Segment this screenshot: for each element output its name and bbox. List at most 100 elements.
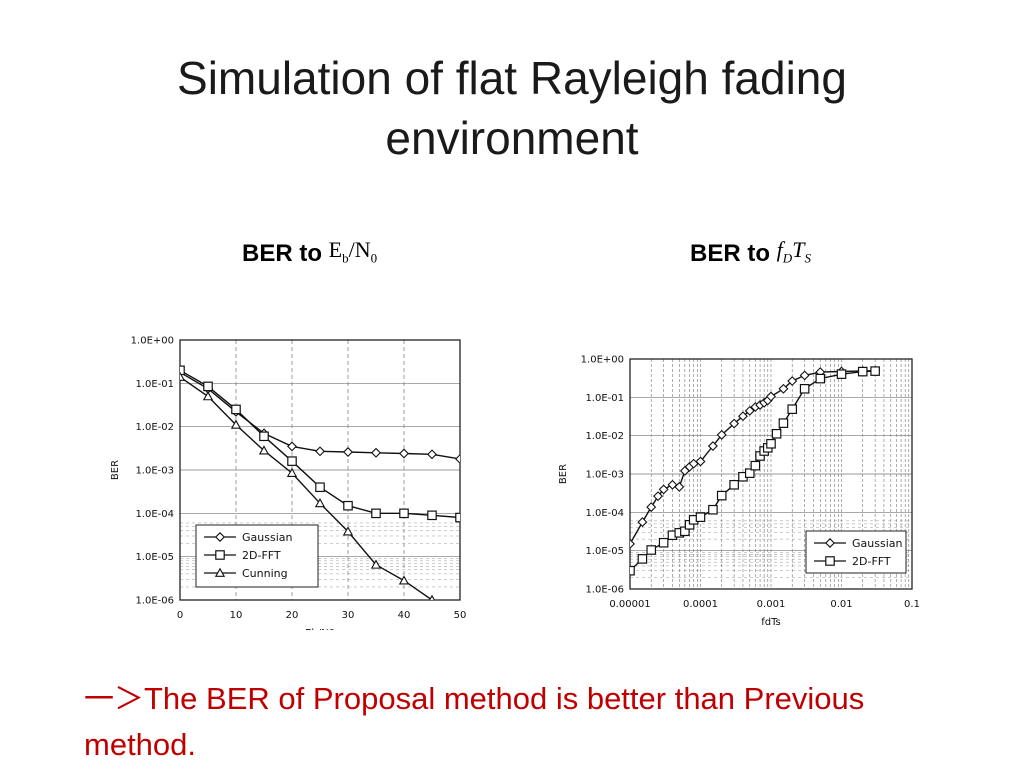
data-point-square (399, 508, 409, 519)
right-chart-heading: BER to fDTS (690, 237, 811, 270)
series-line (180, 369, 460, 519)
right-heading-label: BER to (690, 240, 770, 267)
y-tick-label: 1.0E-02 (585, 431, 624, 442)
x-tick-label: 20 (286, 610, 299, 621)
data-point-triangle (180, 371, 186, 381)
y-tick-label: 1.0E-04 (135, 509, 174, 520)
data-point-triangle (202, 391, 214, 401)
eb-n0-formula: Eb/N0 (328, 237, 378, 266)
x-tick-label: 0 (177, 610, 183, 621)
series-line (180, 371, 460, 460)
data-point-diamond (637, 517, 648, 528)
ber-vs-ebn0-chart: 1.0E+00 1.0E-01 1.0E-02 1.0E-03 1.0E-04 1.0E-… (110, 336, 467, 631)
x-axis-label: fdTs (761, 617, 781, 628)
data-point-triangle (342, 526, 354, 536)
data-point-square (857, 366, 868, 377)
y-axis-label: BER (110, 460, 121, 480)
ber-vs-fdts-chart: 1.0E+00 1.0E-01 1.0E-02 1.0E-03 1.0E-04 1.0E-… (558, 355, 920, 629)
data-point-diamond (716, 429, 727, 440)
data-point-square (716, 490, 727, 501)
data-point-diamond (766, 391, 776, 402)
data-point-triangle (286, 467, 298, 477)
legend-box (805, 530, 907, 574)
data-point-diamond (695, 456, 706, 467)
data-point-square (455, 512, 460, 523)
legend-marker-square (215, 550, 225, 560)
legend-label: Gaussian (852, 537, 902, 550)
data-point-square (750, 460, 761, 471)
conclusion-text: 一＞The BER of Proposal method is better t… (84, 676, 984, 767)
title-line-2: environment (385, 112, 639, 164)
legend-label: Gaussian (242, 531, 292, 544)
data-point-square (231, 404, 241, 415)
data-point-square (203, 381, 213, 392)
data-point-square (646, 545, 657, 555)
data-point-triangle (370, 559, 382, 569)
legend-label: 2D-FFT (852, 555, 891, 568)
left-heading-label: BER to (242, 240, 322, 267)
data-point-square (771, 428, 782, 439)
y-tick-label: 1.0E-05 (135, 552, 174, 563)
data-point-triangle (314, 498, 326, 508)
x-tick-label: 0.0001 (683, 599, 718, 610)
data-point-square (259, 431, 269, 442)
data-point-diamond (315, 446, 325, 457)
data-point-square (287, 456, 297, 466)
data-point-diamond (427, 449, 437, 460)
data-point-diamond (778, 383, 789, 394)
data-point-diamond (343, 447, 353, 457)
y-tick-label: 1.0E-01 (135, 379, 174, 390)
series-cunning (180, 371, 435, 600)
series-gaussian (180, 367, 460, 464)
data-point-square (637, 554, 648, 564)
data-point-square (695, 512, 706, 522)
data-point-square (630, 565, 635, 576)
plot-frame (629, 358, 913, 590)
slide-title: Simulation of flat Rayleigh fading envir… (0, 48, 1024, 168)
data-point-diamond (737, 411, 748, 422)
series-gaussian (630, 365, 881, 549)
series-2d-fft (630, 366, 880, 576)
data-point-square (729, 479, 739, 490)
x-tick-label: 0.00001 (609, 599, 650, 610)
x-tick-label: 10 (230, 610, 243, 621)
legend-marker-diamond (215, 532, 225, 542)
y-tick-label: 1.0E-05 (585, 546, 624, 557)
data-point-square (708, 504, 718, 515)
x-tick-label: 0.01 (830, 599, 852, 610)
arrow-icon: 一＞ (84, 682, 144, 717)
y-tick-label: 1.0E-06 (135, 596, 174, 607)
x-tick-label: 0.1 (904, 599, 920, 610)
y-tick-label: 1.0E-04 (585, 508, 624, 519)
data-point-square (744, 468, 755, 478)
data-point-diamond (787, 376, 798, 387)
legend-marker-square (825, 556, 835, 566)
data-point-square (787, 404, 798, 414)
data-point-diamond (371, 447, 381, 458)
legend-label: Cunning (242, 567, 288, 580)
data-point-square (343, 500, 353, 511)
data-point-triangle (398, 575, 410, 585)
data-point-square (315, 482, 325, 493)
data-point-triangle (429, 594, 435, 600)
data-point-diamond (667, 479, 678, 490)
data-point-square (766, 438, 776, 449)
data-point-diamond (287, 441, 297, 452)
data-point-diamond (658, 484, 669, 495)
data-point-diamond (399, 448, 409, 459)
data-point-square (371, 508, 381, 519)
plot-frame (179, 339, 461, 601)
y-tick-label: 1.0E-06 (585, 585, 624, 596)
data-point-square (427, 510, 437, 521)
data-point-diamond (646, 502, 657, 513)
data-point-square (836, 369, 847, 379)
data-point-square (778, 418, 789, 428)
y-tick-label: 1.0E-01 (585, 393, 624, 404)
data-point-diamond (707, 441, 718, 452)
x-tick-label: 50 (454, 610, 467, 621)
legend-marker-diamond (825, 538, 835, 548)
y-tick-label: 1.0E-02 (135, 422, 174, 433)
fd-ts-formula: fDTS (776, 237, 811, 266)
left-chart-heading: BER to Eb/N0 (242, 237, 378, 270)
data-point-diamond (799, 370, 810, 381)
